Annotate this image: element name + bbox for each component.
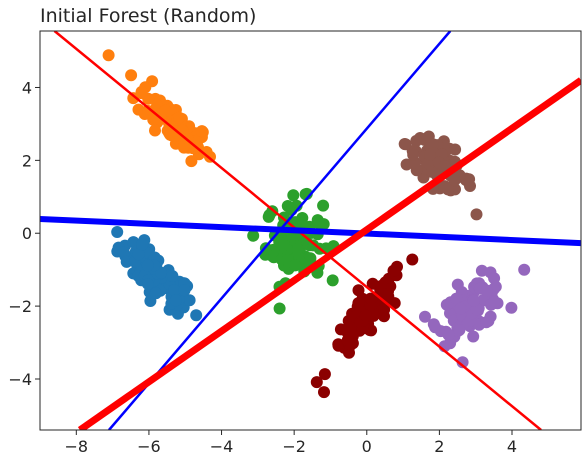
data-point — [379, 288, 392, 301]
data-point — [166, 270, 179, 282]
data-point — [378, 303, 391, 316]
data-point — [313, 217, 326, 230]
data-point — [480, 284, 493, 297]
data-point — [442, 328, 455, 341]
data-point — [149, 287, 162, 300]
data-point — [317, 199, 330, 212]
data-point — [117, 246, 130, 259]
x-tick-label: −4 — [210, 437, 234, 456]
data-point — [183, 294, 196, 307]
data-point — [132, 248, 145, 261]
data-point — [168, 284, 181, 297]
data-point — [195, 125, 208, 138]
data-point — [456, 356, 469, 369]
data-point — [291, 243, 304, 255]
data-point — [164, 128, 177, 141]
data-point — [480, 316, 493, 329]
data-point — [442, 183, 454, 196]
x-axis: −8 −6 −4 −2 0 2 4 — [65, 430, 517, 456]
data-point — [453, 324, 466, 336]
data-point — [448, 174, 461, 187]
data-point — [419, 310, 431, 323]
y-tick-label: 4 — [22, 78, 32, 97]
data-point — [247, 229, 260, 242]
data-point — [454, 302, 467, 315]
data-point — [111, 226, 124, 238]
data-point — [427, 138, 439, 151]
data-point — [407, 148, 420, 161]
x-tick-label: −2 — [282, 437, 306, 456]
data-point — [463, 173, 476, 186]
data-point — [178, 284, 191, 297]
data-point — [450, 292, 463, 305]
data-point — [505, 301, 518, 314]
y-tick-label: 2 — [22, 151, 32, 170]
data-point — [424, 148, 436, 161]
chart-title: Initial Forest (Random) — [40, 5, 256, 27]
data-point — [310, 376, 323, 389]
data-point — [318, 368, 331, 381]
data-point — [344, 323, 356, 336]
x-tick-label: 4 — [507, 437, 517, 456]
data-point — [289, 259, 302, 272]
data-point — [427, 318, 440, 331]
y-tick-label: −2 — [8, 297, 32, 316]
y-tick-label: 0 — [22, 224, 32, 243]
data-point — [273, 302, 286, 315]
data-point — [518, 263, 531, 276]
data-point — [470, 208, 483, 221]
data-point — [149, 124, 161, 137]
split-line-4 — [77, 77, 581, 430]
data-point — [136, 238, 149, 251]
data-point — [343, 346, 355, 359]
cluster-2 — [102, 49, 216, 168]
data-point — [467, 294, 480, 307]
data-point — [200, 146, 213, 158]
data-point — [364, 292, 377, 305]
x-tick-label: −6 — [137, 437, 161, 456]
data-point — [169, 294, 182, 307]
data-point — [102, 49, 115, 62]
plot-frame — [39, 30, 582, 431]
points-layer — [102, 49, 531, 399]
data-point — [326, 274, 339, 287]
data-point — [127, 92, 140, 105]
data-point — [341, 334, 354, 347]
x-tick-label: 2 — [434, 437, 444, 456]
data-point — [451, 278, 464, 291]
data-point — [190, 309, 203, 322]
data-point — [173, 111, 186, 124]
data-point — [467, 330, 480, 343]
data-point — [125, 69, 138, 82]
y-axis: −4 −2 0 2 4 — [8, 78, 40, 389]
cluster-6 — [419, 263, 531, 369]
data-point — [475, 264, 488, 277]
data-point — [406, 253, 419, 266]
data-point — [277, 239, 290, 252]
split-lines-layer — [40, 31, 581, 430]
data-point — [410, 134, 423, 147]
data-point — [263, 209, 276, 222]
data-point — [135, 85, 148, 98]
cluster-5 — [310, 253, 419, 399]
data-point — [287, 189, 300, 202]
x-tick-label: 0 — [362, 437, 372, 456]
data-point — [332, 338, 345, 351]
data-point — [307, 239, 320, 252]
data-point — [488, 296, 501, 308]
y-tick-label: −4 — [8, 370, 32, 389]
cluster-1 — [111, 226, 203, 322]
data-point — [141, 259, 154, 272]
data-point — [159, 104, 172, 117]
split-line-3 — [40, 216, 581, 247]
data-point — [185, 155, 198, 168]
data-point — [359, 309, 372, 322]
data-point — [389, 264, 402, 277]
data-point — [398, 138, 411, 150]
data-point — [318, 386, 330, 399]
data-point — [142, 278, 154, 290]
x-tick-label: −8 — [65, 437, 89, 456]
